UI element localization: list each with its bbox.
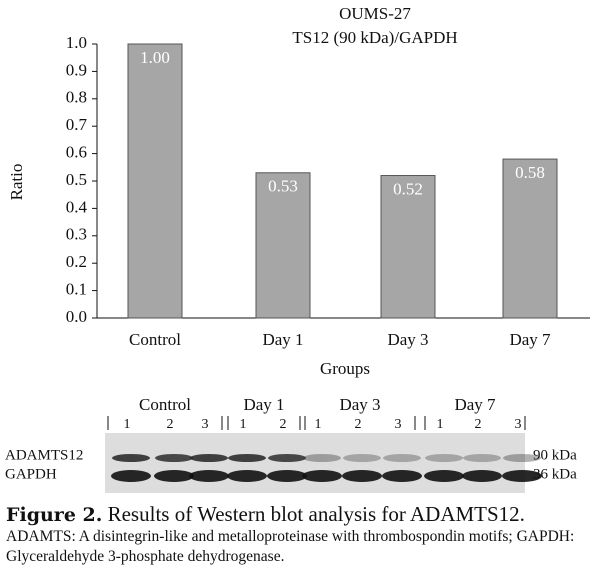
blot-size-label: 36 kDa xyxy=(533,466,577,482)
caption-title: Results of Western blot analysis for ADA… xyxy=(107,502,525,526)
blot-group-label: Control xyxy=(139,395,191,414)
y-tick-label: 0.8 xyxy=(66,88,87,107)
lane-label: 1 xyxy=(315,417,322,432)
band xyxy=(462,470,502,482)
y-tick-label: 1.0 xyxy=(66,33,87,52)
caption: Figure 2. Results of Western blot analys… xyxy=(6,502,598,567)
y-axis-label: Ratio xyxy=(7,164,26,201)
x-tick-label: Day 7 xyxy=(509,330,551,349)
y-tick-label: 0.4 xyxy=(66,197,88,216)
band xyxy=(154,470,194,482)
band xyxy=(112,454,150,462)
band xyxy=(155,454,193,462)
blot-bracket xyxy=(227,416,301,430)
y-tick-label: 0.0 xyxy=(66,307,87,326)
lane-label: 3 xyxy=(515,417,522,432)
lane-label: 2 xyxy=(355,417,362,432)
y-tick-label: 0.1 xyxy=(66,280,87,299)
chart-subtitle: TS12 (90 kDa)/GAPDH xyxy=(292,28,457,47)
band xyxy=(302,470,342,482)
blot-row-label: ADAMTS12 xyxy=(5,447,83,463)
lane-label: 3 xyxy=(202,417,209,432)
band xyxy=(343,454,381,462)
value-label: 0.52 xyxy=(393,179,423,198)
y-tick-label: 0.6 xyxy=(66,143,87,162)
value-label: 1.00 xyxy=(140,48,170,67)
band xyxy=(424,470,464,482)
lane-label: 1 xyxy=(437,417,444,432)
blot-image xyxy=(105,433,525,493)
y-tick-label: 0.3 xyxy=(66,225,87,244)
value-label: 0.58 xyxy=(515,163,545,182)
band xyxy=(342,470,382,482)
blot-bracket xyxy=(424,416,526,430)
blot-size-label: 90 kDa xyxy=(533,447,577,463)
band xyxy=(227,470,267,482)
x-tick-label: Control xyxy=(129,330,181,349)
band xyxy=(425,454,463,462)
caption-label: Figure 2. xyxy=(6,504,103,526)
band xyxy=(190,454,228,462)
chart-title: OUMS-27 xyxy=(339,4,411,23)
chart: OUMS-27 TS12 (90 kDa)/GAPDH Groups Ratio… xyxy=(5,4,590,493)
band xyxy=(383,454,421,462)
bar xyxy=(255,172,311,319)
value-label: 0.53 xyxy=(268,177,298,196)
y-tick-label: 0.5 xyxy=(66,170,87,189)
blot-group-label: Day 7 xyxy=(454,395,496,414)
band xyxy=(189,470,229,482)
band xyxy=(267,470,307,482)
blot-row-label: GAPDH xyxy=(5,466,57,482)
band xyxy=(463,454,501,462)
band xyxy=(268,454,306,462)
band xyxy=(382,470,422,482)
y-tick-label: 0.9 xyxy=(66,60,87,79)
y-tick-label: 0.7 xyxy=(66,115,88,134)
x-tick-label: Day 3 xyxy=(387,330,428,349)
lane-label: 3 xyxy=(395,417,402,432)
band xyxy=(502,470,542,482)
x-tick-label: Day 1 xyxy=(262,330,303,349)
blot-group-label: Day 1 xyxy=(243,395,284,414)
blot-bracket xyxy=(107,416,223,430)
bar xyxy=(127,43,183,319)
bar xyxy=(380,175,436,319)
lane-label: 2 xyxy=(475,417,482,432)
caption-head: Figure 2. Results of Western blot analys… xyxy=(6,502,598,527)
caption-note: ADAMTS: A disintegrin-like and metallopr… xyxy=(6,528,575,565)
band xyxy=(228,454,266,462)
lane-label: 1 xyxy=(124,417,131,432)
bar xyxy=(502,158,558,319)
lane-label: 1 xyxy=(240,417,247,432)
y-tick-label: 0.2 xyxy=(66,252,87,271)
band xyxy=(503,454,541,462)
blot-group-label: Day 3 xyxy=(339,395,380,414)
blot-bracket xyxy=(304,416,416,430)
x-axis-label: Groups xyxy=(320,359,370,378)
band xyxy=(111,470,151,482)
lane-label: 2 xyxy=(280,417,287,432)
band xyxy=(303,454,341,462)
lane-label: 2 xyxy=(167,417,174,432)
